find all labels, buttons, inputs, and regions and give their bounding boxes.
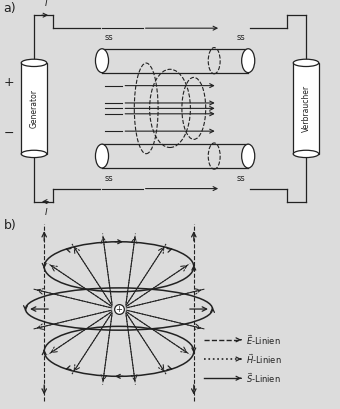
Ellipse shape <box>242 144 255 168</box>
Text: Generator: Generator <box>30 89 38 128</box>
Text: I: I <box>45 0 47 8</box>
Text: ss: ss <box>237 174 246 183</box>
Ellipse shape <box>96 144 108 168</box>
Text: $\vec{H}$-Linien: $\vec{H}$-Linien <box>246 352 282 366</box>
Text: $\vec{E}$-Linien: $\vec{E}$-Linien <box>246 333 281 347</box>
Text: b): b) <box>3 219 16 231</box>
Text: a): a) <box>3 2 16 15</box>
Ellipse shape <box>21 150 47 157</box>
Text: $\vec{S}$-Linien: $\vec{S}$-Linien <box>246 371 281 385</box>
Text: +: + <box>116 305 122 314</box>
Bar <box>21 63 47 154</box>
Text: −: − <box>4 127 15 140</box>
Text: ss: ss <box>104 33 113 42</box>
Ellipse shape <box>242 49 255 73</box>
Text: +: + <box>4 76 15 90</box>
Text: ss: ss <box>237 33 246 42</box>
Text: I: I <box>45 208 47 217</box>
Text: ss: ss <box>104 174 113 183</box>
Ellipse shape <box>293 150 319 157</box>
Text: Verbraucher: Verbraucher <box>302 85 310 132</box>
Ellipse shape <box>96 49 108 73</box>
Ellipse shape <box>21 59 47 67</box>
Bar <box>293 63 319 154</box>
Ellipse shape <box>293 59 319 67</box>
